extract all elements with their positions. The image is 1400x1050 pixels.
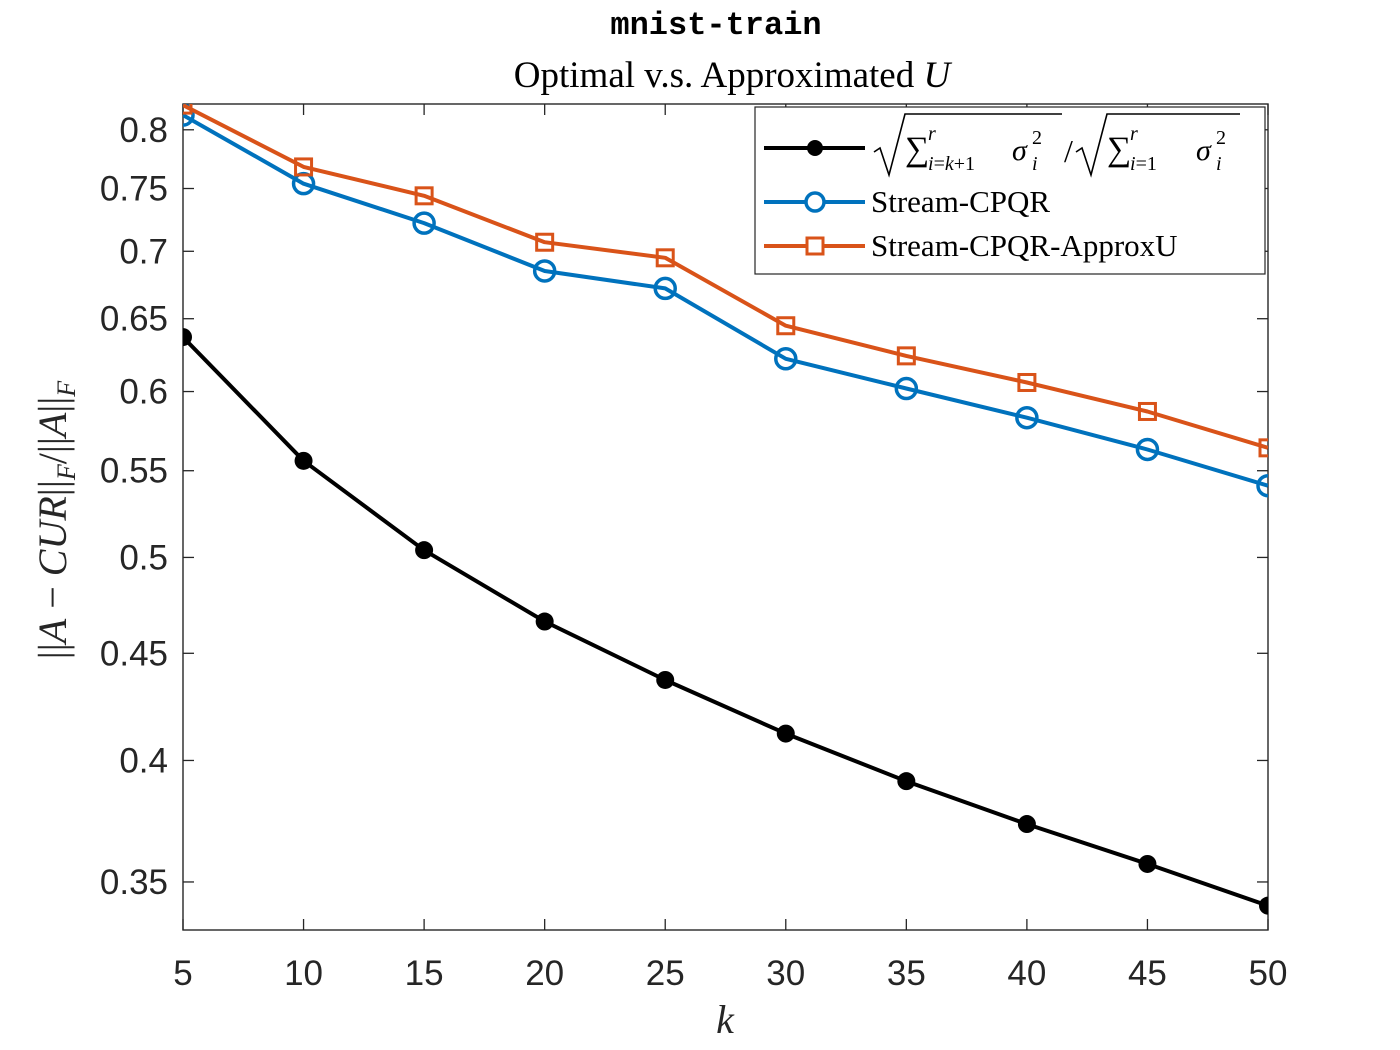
- y-tick-labels: 0.35 0.4 0.45 0.5 0.55 0.6 0.65 0.7 0.75 0.8: [100, 111, 168, 902]
- svg-text:i=k+1: i=k+1: [928, 153, 975, 175]
- svg-text:2: 2: [1032, 127, 1042, 149]
- legend-marker-stream-cpqr: [804, 191, 826, 213]
- data-point: [774, 347, 798, 371]
- legend-entry-optimal: ∑ r i=k+1 σ 2 i / ∑ r i=1 σ 2 i: [764, 113, 1240, 178]
- chart-title: mnist-train: [610, 7, 821, 44]
- svg-text:i=1: i=1: [1130, 153, 1157, 175]
- data-point: [535, 232, 555, 252]
- y-tick-label: 0.4: [119, 741, 168, 780]
- data-point: [894, 376, 919, 401]
- y-tick-label: 0.35: [100, 863, 168, 902]
- svg-text:i: i: [1216, 153, 1222, 175]
- chart-subtitle: Optimal v.s. Approximated U: [514, 55, 953, 96]
- series-line: [183, 335, 1268, 908]
- data-point: [294, 157, 314, 177]
- x-tick-label: 50: [1249, 954, 1288, 993]
- series-3: [183, 104, 1268, 458]
- y-axis-label-text: ||A − CUR||F/||A||F: [30, 380, 81, 660]
- svg-text:r: r: [928, 123, 936, 145]
- y-tick-label: 0.55: [100, 452, 168, 491]
- data-point: [656, 670, 675, 689]
- data-point: [1135, 437, 1160, 462]
- data-point: [414, 186, 434, 206]
- data-point: [412, 211, 436, 235]
- svg-text:∑: ∑: [1107, 131, 1131, 168]
- svg-text:/: /: [1064, 133, 1073, 169]
- data-point: [183, 328, 192, 347]
- y-tick-label: 0.6: [119, 373, 168, 412]
- series-line: [183, 113, 1268, 488]
- data-point: [1017, 815, 1036, 834]
- series-1: [183, 328, 1268, 915]
- x-tick-label: 35: [887, 954, 926, 993]
- svg-text:2: 2: [1216, 127, 1226, 149]
- svg-text:σ: σ: [1012, 134, 1028, 167]
- x-tick-label: 15: [405, 954, 444, 993]
- x-tick-label: 45: [1128, 954, 1167, 993]
- x-tick-label: 20: [525, 954, 564, 993]
- x-axis-label: k: [716, 997, 735, 1042]
- series-line: [183, 104, 1268, 450]
- data-point: [653, 276, 677, 301]
- x-tick-labels: 5 10 15 20 25 30 35 40 45 50: [173, 954, 1287, 993]
- data-point: [1137, 401, 1157, 421]
- x-tick-label: 5: [173, 954, 192, 993]
- data-point: [415, 541, 434, 560]
- data-point: [183, 104, 195, 127]
- data-point: [897, 772, 916, 791]
- data-point: [655, 248, 675, 268]
- data-point: [1017, 372, 1037, 392]
- data-point: [532, 259, 557, 283]
- data-point: [1259, 896, 1268, 915]
- svg-text:σ: σ: [1196, 134, 1212, 167]
- y-tick-label: 0.7: [119, 232, 168, 271]
- data-point: [896, 346, 916, 366]
- data-point: [535, 612, 554, 631]
- legend-label-stream-cpqr: Stream-CPQR: [871, 184, 1050, 219]
- data-point: [1138, 854, 1157, 873]
- legend-marker-optimal: [807, 140, 823, 156]
- legend-label-optimal: ∑ r i=k+1 σ 2 i / ∑ r i=1 σ 2 i: [873, 113, 1240, 178]
- legend-entry-stream-cpqr: Stream-CPQR: [764, 184, 1050, 219]
- x-tick-label: 25: [646, 954, 685, 993]
- y-tick-label: 0.75: [100, 170, 168, 209]
- x-tick-label: 40: [1007, 954, 1046, 993]
- chart-subtitle-text: Optimal v.s. Approximated: [514, 55, 924, 96]
- data-point: [776, 316, 796, 336]
- svg-text:i: i: [1032, 153, 1038, 175]
- legend: ∑ r i=k+1 σ 2 i / ∑ r i=1 σ 2 i Stream-C…: [754, 106, 1266, 275]
- svg-text:∑: ∑: [905, 131, 929, 168]
- y-tick-label: 0.8: [119, 111, 168, 150]
- svg-text:r: r: [1130, 123, 1138, 145]
- y-tick-label: 0.5: [119, 538, 168, 577]
- data-point: [776, 724, 795, 743]
- legend-marker-stream-cpqr-approxu: [805, 236, 825, 256]
- y-axis-label: ||A − CUR||F/||A||F: [30, 380, 81, 660]
- data-point: [1256, 473, 1268, 498]
- data-point: [183, 104, 193, 115]
- legend-entry-stream-cpqr-approxu: Stream-CPQR-ApproxU: [764, 228, 1178, 263]
- chart-subtitle-var: U: [923, 55, 952, 96]
- legend-label-stream-cpqr-approxu: Stream-CPQR-ApproxU: [871, 228, 1178, 263]
- series-layer: [183, 104, 1268, 915]
- y-tick-label: 0.65: [100, 300, 168, 339]
- data-point: [294, 451, 313, 470]
- y-tick-label: 0.45: [100, 634, 168, 673]
- x-tick-label: 10: [284, 954, 323, 993]
- data-point: [1258, 438, 1268, 458]
- x-tick-label: 30: [766, 954, 805, 993]
- axis-ticks: [182, 104, 1269, 930]
- data-point: [1015, 405, 1039, 430]
